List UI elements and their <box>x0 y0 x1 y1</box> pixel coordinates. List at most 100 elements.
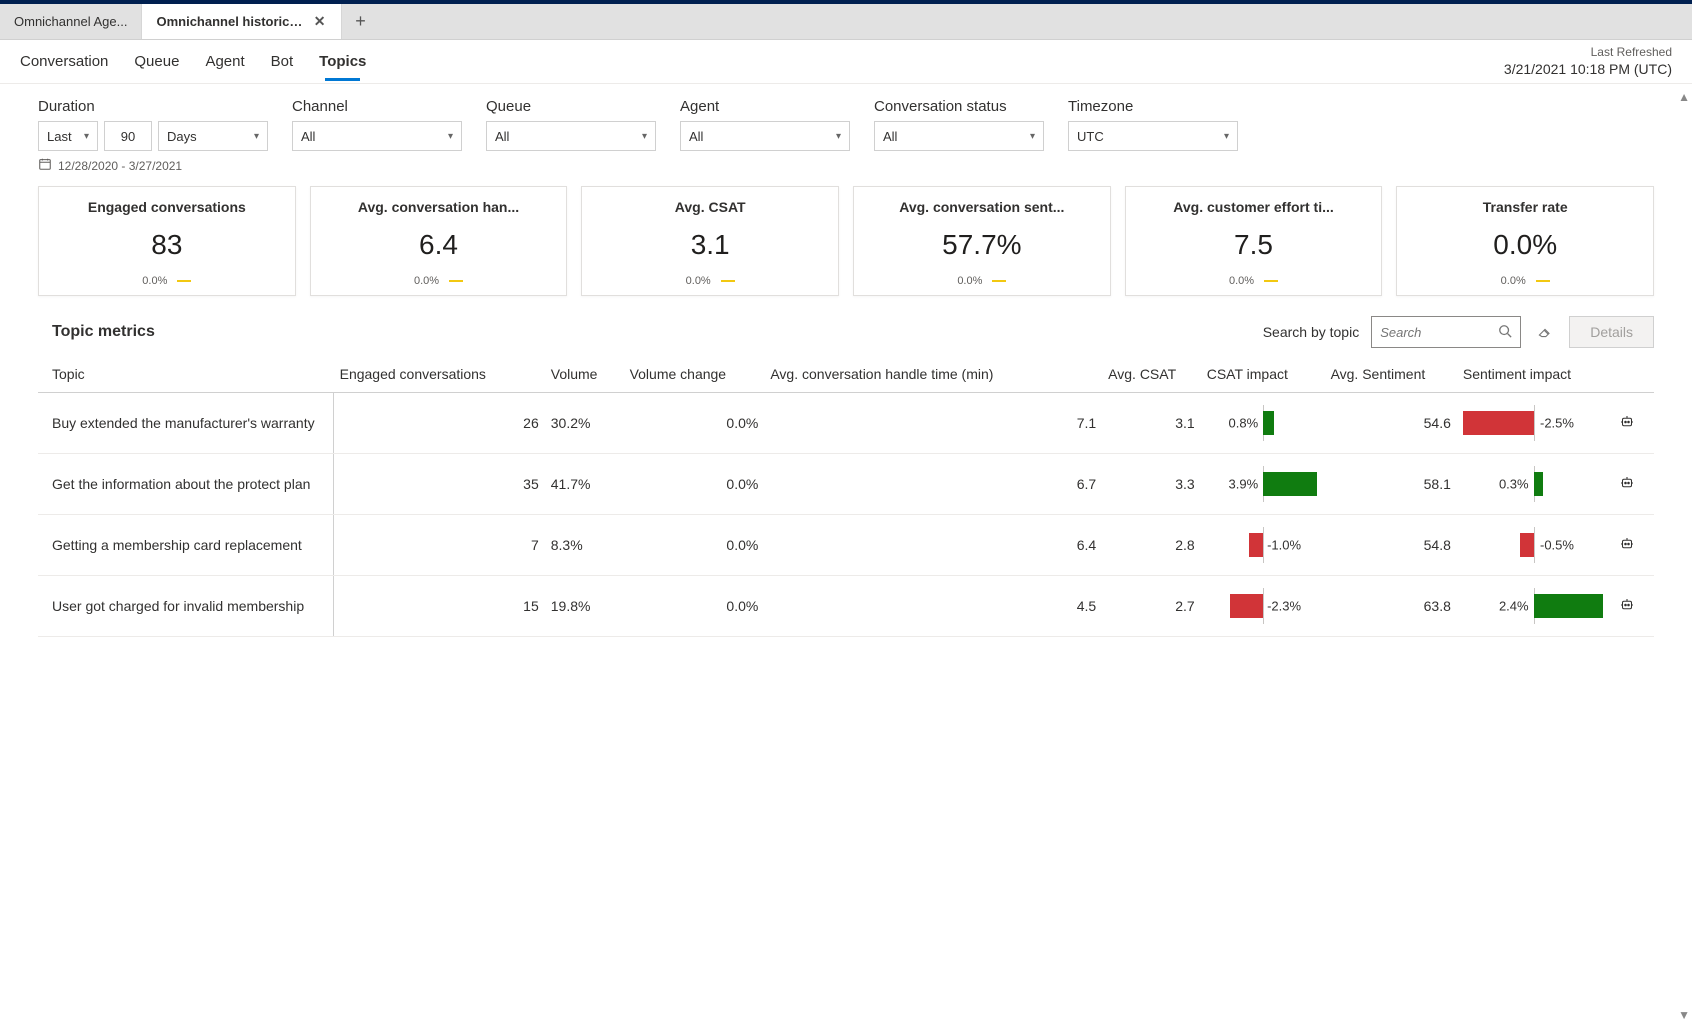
cell-volume-change: 0.0% <box>624 393 765 454</box>
kpi-title: Avg. conversation han... <box>323 199 555 215</box>
cell-handle: 7.1 <box>764 393 1102 454</box>
date-range: 12/28/2020 - 3/27/2021 <box>38 157 1654 174</box>
dropdown-value: Days <box>167 129 197 144</box>
cell-csat: 2.7 <box>1102 576 1201 637</box>
col-volume-change[interactable]: Volume change <box>624 356 765 393</box>
kpi-card[interactable]: Transfer rate0.0%0.0% <box>1396 186 1654 296</box>
tab-omnichannel-agent[interactable]: Omnichannel Age... <box>0 4 142 39</box>
col-csat[interactable]: Avg. CSAT <box>1102 356 1201 393</box>
trend-bar-icon <box>1264 280 1278 282</box>
kpi-title: Avg. conversation sent... <box>866 199 1098 215</box>
chevron-down-icon: ▾ <box>448 131 453 142</box>
cell-volume: 41.7% <box>545 454 624 515</box>
filter-duration: Duration Last ▾ 90 Days ▾ <box>38 98 268 151</box>
channel-dropdown[interactable]: All ▾ <box>292 121 462 151</box>
kpi-card[interactable]: Avg. conversation sent... 57.7% 0.0% <box>853 186 1111 296</box>
col-handle[interactable]: Avg. conversation handle time (min) <box>764 356 1102 393</box>
scroll-up-icon[interactable]: ▲ <box>1678 90 1690 104</box>
details-button[interactable]: Details <box>1569 316 1654 348</box>
cell-handle: 6.4 <box>764 515 1102 576</box>
kpi-card[interactable]: Engaged conversations830.0% <box>38 186 296 296</box>
bot-icon[interactable] <box>1618 474 1636 492</box>
kpi-row: Engaged conversations830.0%Avg. conversa… <box>38 186 1654 296</box>
nav-conversation[interactable]: Conversation <box>20 43 108 80</box>
kpi-value: 57.7% <box>942 229 1021 261</box>
add-tab-button[interactable]: + <box>342 4 378 39</box>
kpi-card[interactable]: Avg. CSAT3.10.0% <box>581 186 839 296</box>
cell-sentiment: 58.1 <box>1325 454 1457 515</box>
nav-queue[interactable]: Queue <box>134 43 179 80</box>
impact-bar: 2.4% <box>1463 588 1606 624</box>
dropdown-value: UTC <box>1077 129 1104 144</box>
bot-icon[interactable] <box>1618 413 1636 431</box>
filter-channel: Channel All ▾ <box>292 98 462 151</box>
search-icon <box>1498 324 1512 341</box>
cell-sentiment: 54.8 <box>1325 515 1457 576</box>
tab-omnichannel-historical[interactable]: Omnichannel historical an... ✕ <box>142 4 342 39</box>
filter-queue: Queue All ▾ <box>486 98 656 151</box>
last-refreshed-label: Last Refreshed <box>1504 45 1672 61</box>
section-title: Topic metrics <box>38 323 155 341</box>
queue-dropdown[interactable]: All ▾ <box>486 121 656 151</box>
filter-label: Conversation status <box>874 98 1044 115</box>
tab-label: Omnichannel historical an... <box>156 14 303 29</box>
kpi-delta: 0.0% <box>957 275 1006 287</box>
chevron-down-icon: ▾ <box>1030 131 1035 142</box>
nav-bot[interactable]: Bot <box>271 43 294 80</box>
search-input[interactable] <box>1380 325 1492 340</box>
kpi-value: 3.1 <box>691 229 730 261</box>
date-range-text: 12/28/2020 - 3/27/2021 <box>58 159 182 173</box>
table-row[interactable]: Buy extended the manufacturer's warranty… <box>38 393 1654 454</box>
col-csat-impact[interactable]: CSAT impact <box>1201 356 1325 393</box>
cell-csat: 3.3 <box>1102 454 1201 515</box>
duration-unit-dropdown[interactable]: Days ▾ <box>158 121 268 151</box>
trend-bar-icon <box>449 280 463 282</box>
cell-sentiment-impact: 2.4% <box>1457 576 1612 637</box>
cell-topic: Buy extended the manufacturer's warranty <box>38 393 334 454</box>
eraser-icon[interactable] <box>1533 323 1557 342</box>
nav-agent[interactable]: Agent <box>205 43 244 80</box>
scroll-down-icon[interactable]: ▼ <box>1678 1008 1690 1022</box>
impact-bar: 0.3% <box>1463 466 1606 502</box>
cell-bot <box>1612 454 1654 515</box>
col-topic[interactable]: Topic <box>38 356 334 393</box>
filter-label: Channel <box>292 98 462 115</box>
cell-csat-impact: -2.3% <box>1201 576 1325 637</box>
table-row[interactable]: Get the information about the protect pl… <box>38 454 1654 515</box>
close-icon[interactable]: ✕ <box>312 13 328 30</box>
cell-csat: 3.1 <box>1102 393 1201 454</box>
agent-dropdown[interactable]: All ▾ <box>680 121 850 151</box>
bot-icon[interactable] <box>1618 596 1636 614</box>
filter-label: Duration <box>38 98 268 115</box>
kpi-delta: 0.0% <box>142 275 191 287</box>
tab-strip: Omnichannel Age... Omnichannel historica… <box>0 4 1692 40</box>
col-sentiment-impact[interactable]: Sentiment impact <box>1457 356 1612 393</box>
table-row[interactable]: Getting a membership card replacement78.… <box>38 515 1654 576</box>
col-bot <box>1612 356 1654 393</box>
duration-value-input[interactable]: 90 <box>104 121 152 151</box>
sub-nav: Conversation Queue Agent Bot Topics Last… <box>0 40 1692 84</box>
nav-topics[interactable]: Topics <box>319 43 366 80</box>
cell-sentiment-impact: 0.3% <box>1457 454 1612 515</box>
bot-icon[interactable] <box>1618 535 1636 553</box>
col-sentiment[interactable]: Avg. Sentiment <box>1325 356 1457 393</box>
cell-sentiment-impact: -2.5% <box>1457 393 1612 454</box>
kpi-card[interactable]: Avg. customer effort ti...7.50.0% <box>1125 186 1383 296</box>
cell-csat-impact: 3.9% <box>1201 454 1325 515</box>
status-dropdown[interactable]: All ▾ <box>874 121 1044 151</box>
col-volume[interactable]: Volume <box>545 356 624 393</box>
kpi-delta: 0.0% <box>1229 275 1278 287</box>
duration-mode-dropdown[interactable]: Last ▾ <box>38 121 98 151</box>
chevron-down-icon: ▾ <box>642 131 647 142</box>
col-engaged[interactable]: Engaged conversations <box>334 356 545 393</box>
dropdown-value: Last <box>47 129 72 144</box>
filter-agent: Agent All ▾ <box>680 98 850 151</box>
cell-engaged: 35 <box>334 454 545 515</box>
cell-csat-impact: -1.0% <box>1201 515 1325 576</box>
cell-topic: Get the information about the protect pl… <box>38 454 334 515</box>
kpi-card[interactable]: Avg. conversation han...6.40.0% <box>310 186 568 296</box>
search-box[interactable] <box>1371 316 1521 348</box>
filters-row: Duration Last ▾ 90 Days ▾ Channel All ▾ <box>38 98 1654 151</box>
timezone-dropdown[interactable]: UTC ▾ <box>1068 121 1238 151</box>
table-row[interactable]: User got charged for invalid membership1… <box>38 576 1654 637</box>
